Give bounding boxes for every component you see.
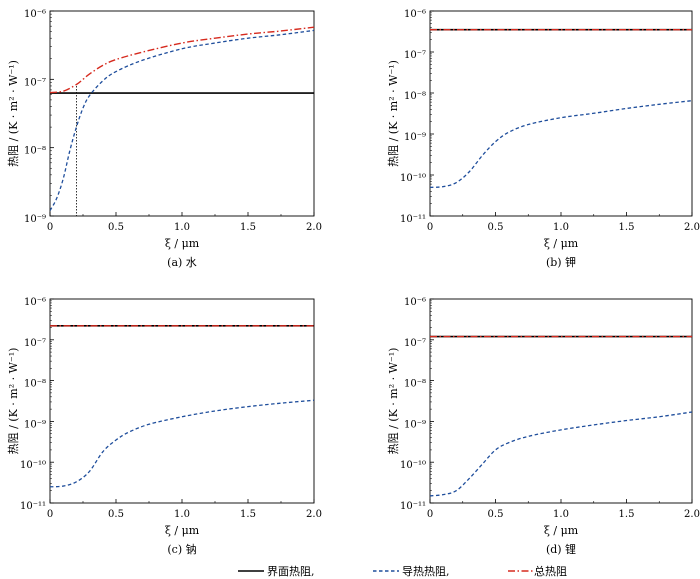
x-tick-label: 0 [47,509,53,520]
y-tick-label: 10⁻¹¹ [400,214,426,225]
y-tick-label: 10⁻⁹ [24,419,46,430]
plot-frame [429,298,693,504]
x-axis-label: ξ / μm [544,237,579,250]
x-tick-label: 0 [427,222,433,233]
x-tick-label: 0 [427,509,433,520]
y-tick-label: 10⁻⁹ [404,419,426,430]
y-tick-label: 10⁻⁸ [24,146,46,157]
plot-frame [429,10,693,217]
series-line-total [50,26,314,94]
panel-1: 0 0.5 1.0 1.5 2.0 10⁻⁹ 10⁻⁸ 10⁻⁷ 10⁻⁶ ξ / μm 热阻 / … [7,9,322,269]
panel-2: 0 0.5 1.0 1.5 2.0 10⁻¹¹ 10⁻¹⁰ 10⁻⁹ 10⁻⁸ 10⁻⁷ 10⁻⁶ ξ… [387,9,700,269]
y-axis-label: 热阻 / (K · m² · W⁻¹) [7,348,20,455]
y-tick-label: 10⁻⁸ [404,91,426,102]
legend-label: 导热热阻, [402,565,450,578]
legend-label: 总热阻 [534,564,567,578]
y-tick-label: 10⁻¹¹ [400,501,426,512]
panel-caption: (b) 钾 [546,255,576,269]
panel-3: 0 0.5 1.0 1.5 2.0 10⁻¹¹ 10⁻¹⁰ 10⁻⁹ 10⁻⁸ 10⁻⁷ 10⁻⁶ ξ… [7,297,322,556]
y-tick-label: 10⁻⁸ [404,379,426,390]
panel-4: 0 0.5 1.0 1.5 2.0 10⁻¹¹ 10⁻¹⁰ 10⁻⁹ 10⁻⁸ 10⁻⁷ 10⁻⁶ ξ… [387,297,700,556]
x-tick-label: 1.5 [619,222,635,233]
y-tick-label: 10⁻⁷ [24,77,46,88]
x-tick-label: 1.5 [619,509,635,520]
series-line-conduction [430,100,692,188]
y-tick-label: 10⁻⁹ [404,132,426,143]
y-tick-label: 10⁻⁷ [404,50,426,61]
y-tick-label: 10⁻⁶ [404,9,426,20]
x-tick-label: 1.0 [174,509,190,520]
x-tick-label: 2.0 [684,509,700,520]
y-tick-label: 10⁻⁸ [24,379,46,390]
plot-frame [49,298,315,504]
panel-caption: (c) 钠 [167,542,196,556]
x-axis-label: ξ / μm [165,237,200,250]
x-axis-label: ξ / μm [544,524,579,537]
y-tick-label: 10⁻⁷ [24,338,46,349]
x-tick-label: 0.5 [108,222,124,233]
x-tick-label: 0.5 [488,509,504,520]
x-tick-label: 1.0 [174,222,190,233]
y-axis-label: 热阻 / (K · m² · W⁻¹) [387,60,400,167]
y-tick-label: 10⁻⁷ [404,338,426,349]
y-tick-label: 10⁻¹⁰ [400,460,426,471]
x-tick-label: 1.5 [240,222,256,233]
legend-label: 界面热阻, [267,565,315,578]
series-line-conduction [430,411,692,497]
x-tick-label: 2.0 [684,222,700,233]
y-tick-label: 10⁻⁹ [24,214,46,225]
series-line-conduction [50,29,314,211]
y-tick-label: 10⁻⁶ [24,297,46,308]
y-tick-label: 10⁻⁶ [404,297,426,308]
panel-caption: (a) 水 [167,256,197,269]
y-tick-label: 10⁻¹⁰ [20,460,46,471]
x-tick-label: 2.0 [306,222,322,233]
y-axis-label: 热阻 / (K · m² · W⁻¹) [387,348,400,455]
x-tick-label: 1.5 [240,509,256,520]
y-tick-label: 10⁻¹⁰ [400,173,426,184]
x-tick-label: 0.5 [488,222,504,233]
x-tick-label: 1.0 [553,509,569,520]
x-axis-label: ξ / μm [165,524,200,537]
x-tick-label: 1.0 [553,222,569,233]
plot-frame [49,10,315,217]
series-line-conduction [50,399,314,488]
x-tick-label: 2.0 [306,509,322,520]
panel-caption: (d) 锂 [546,542,576,556]
x-tick-label: 0 [47,222,53,233]
y-axis-label: 热阻 / (K · m² · W⁻¹) [7,60,20,167]
y-tick-label: 10⁻¹¹ [20,501,46,512]
x-tick-label: 0.5 [108,509,124,520]
legend: 界面热阻, 导热热阻, 总热阻 [238,564,567,578]
y-tick-label: 10⁻⁶ [24,9,46,20]
